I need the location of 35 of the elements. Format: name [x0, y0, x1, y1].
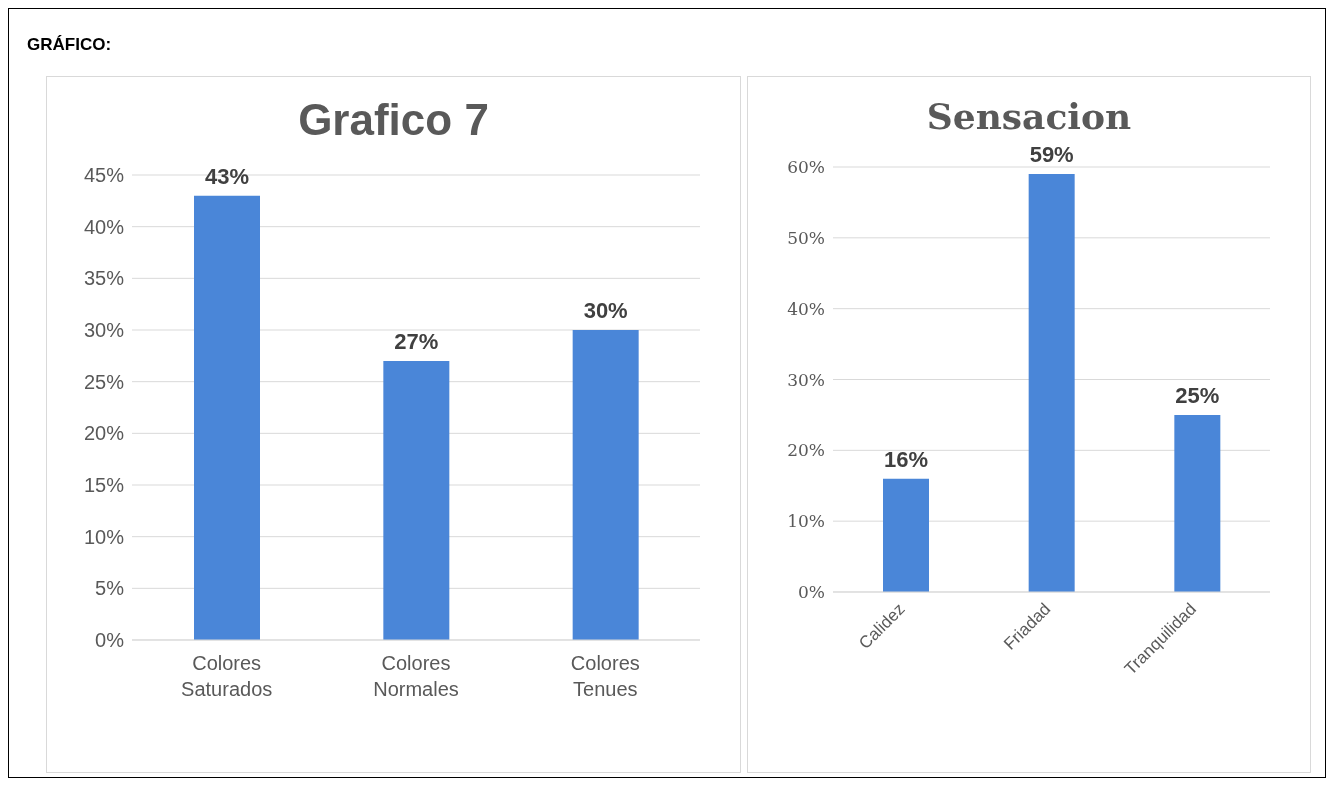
- y-tick-label: 20%: [83, 422, 125, 445]
- y-tick-label: 0%: [95, 629, 125, 652]
- chart-title: Sensacion: [925, 95, 1133, 137]
- text: GRÁFICO:: [27, 35, 112, 55]
- x-tick-label: Colores Normales: [373, 652, 459, 700]
- y-tick-label: 25%: [83, 370, 125, 393]
- y-tick-label: 30%: [787, 369, 825, 390]
- bar: [1174, 414, 1221, 592]
- y-tick-label: 50%: [787, 227, 825, 248]
- data-label: 30%: [583, 298, 628, 323]
- y-tick-label: 10%: [83, 525, 125, 548]
- y-tick-label: 15%: [83, 474, 125, 497]
- data-label: 16%: [883, 446, 929, 472]
- y-tick-label: 45%: [83, 164, 125, 187]
- data-label: 59%: [1029, 142, 1074, 168]
- y-tick-label: 10%: [787, 511, 825, 532]
- bar: [383, 361, 450, 640]
- y-tick-label: 40%: [83, 215, 125, 238]
- x-tick-label: Colores Saturados: [181, 652, 273, 700]
- bar: [572, 330, 639, 640]
- y-tick-label: 30%: [83, 319, 125, 342]
- bar: [883, 478, 929, 592]
- y-tick-label: 35%: [83, 267, 125, 290]
- bar: [194, 195, 260, 640]
- data-label: 43%: [204, 163, 250, 189]
- y-tick-label: 20%: [787, 440, 825, 461]
- y-tick-label: 0%: [798, 582, 825, 603]
- data-label: 25%: [1175, 382, 1220, 408]
- data-label: 27%: [394, 329, 439, 354]
- chart-title: Grafico 7: [297, 95, 490, 145]
- bar: [1028, 174, 1075, 592]
- x-tick-label: Colores Tenues: [570, 652, 640, 700]
- y-tick-label: 60%: [787, 157, 825, 178]
- y-tick-label: 40%: [787, 298, 825, 319]
- y-tick-label: 5%: [95, 577, 125, 600]
